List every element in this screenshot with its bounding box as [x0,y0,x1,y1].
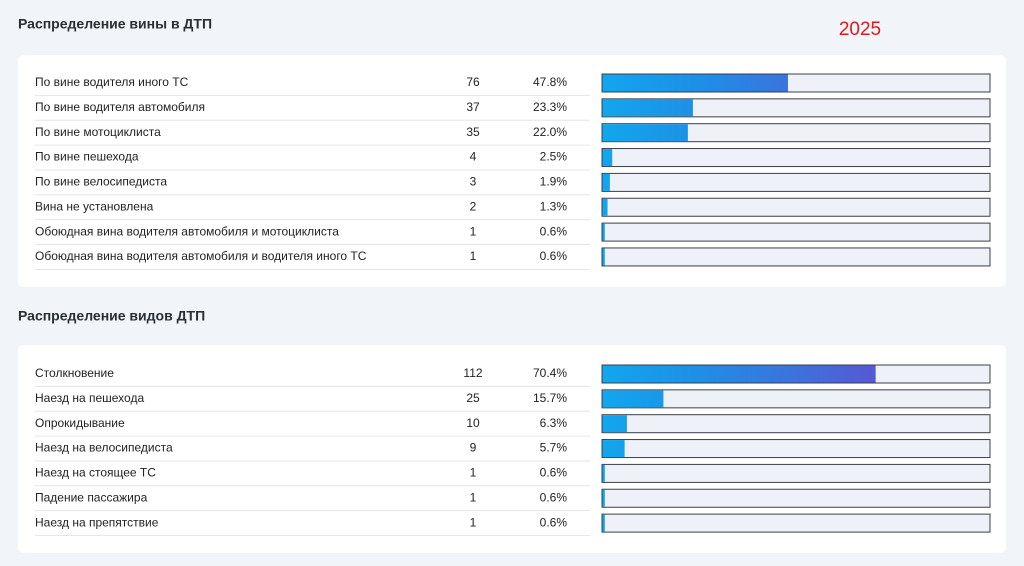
row-count: 1 [470,515,477,529]
row-count: 1 [470,490,477,504]
year-label: 2025 [839,19,881,40]
bar-track [601,98,991,118]
bar-fill [602,173,610,191]
row-count: 112 [463,366,482,380]
section-title: Распределение видов ДТП [18,308,205,324]
row-count: 10 [466,416,480,430]
row-label: По вине велосипедиста [35,175,167,189]
row-percent: 6.3% [540,416,568,430]
row-count: 1 [470,224,477,238]
bar-track [601,513,991,533]
row-percent: 1.3% [540,199,568,213]
row-label: По вине мотоциклиста [35,125,161,139]
row-count: 25 [466,391,480,405]
row-label: Наезд на препятствие [35,515,159,529]
row-percent: 47.8% [533,75,567,89]
row-label: Наезд на велосипедиста [35,441,173,455]
row-count: 76 [466,75,480,89]
row-count: 4 [470,150,477,164]
row-percent: 0.6% [540,490,568,504]
row-percent: 22.0% [533,125,567,139]
row-label: Обоюдная вина водителя автомобиля и мото… [35,224,339,238]
row-label: Падение пассажира [35,490,148,504]
row-percent: 23.3% [533,100,567,114]
bar-fill [602,489,605,507]
row-percent: 2.5% [540,150,568,164]
bar-fill [602,390,664,408]
bar-track [601,488,991,508]
row-label: Опрокидывание [35,416,125,430]
bar-track [601,247,991,267]
bar-fill [602,99,693,117]
row-count: 1 [470,249,477,263]
section-title: Распределение вины в ДТП [18,16,212,32]
row-label: Столкновение [35,366,114,380]
row-percent: 0.6% [540,515,568,529]
bar-fill [602,149,613,167]
bar-fill [602,415,627,433]
row-count: 9 [470,441,477,455]
bar-track [601,123,991,143]
bar-fill [602,440,625,458]
row-label: По вине пешехода [35,150,139,164]
bar-fill [602,124,688,142]
row-count: 35 [466,125,480,139]
row-percent: 1.9% [540,175,568,189]
row-label: Обоюдная вина водителя автомобиля и води… [35,249,367,263]
bar-fill [602,74,788,92]
bar-track [601,389,991,409]
row-percent: 0.6% [540,224,568,238]
bar-fill [602,514,605,532]
row-percent: 0.6% [540,466,568,480]
row-percent: 5.7% [540,441,568,455]
row-count: 3 [470,175,477,189]
bar-fill [602,365,876,383]
row-label: Вина не установлена [35,199,154,213]
bar-track [601,148,991,168]
row-count: 37 [466,100,480,114]
bar-fill [602,464,605,482]
row-label: Наезд на пешехода [35,391,144,405]
row-count: 2 [470,199,477,213]
bar-track [601,222,991,242]
row-percent: 70.4% [533,366,567,380]
bar-fill [602,223,605,241]
row-label: По вине водителя иного ТС [35,75,189,89]
bar-track [601,197,991,217]
row-percent: 15.7% [533,391,567,405]
row-label: Наезд на стоящее ТС [35,466,156,480]
bar-track [601,463,991,483]
row-label: По вине водителя автомобиля [35,100,205,114]
bar-track [601,439,991,459]
row-percent: 0.6% [540,249,568,263]
row-count: 1 [470,466,477,480]
bar-track [601,172,991,192]
bar-fill [602,198,608,216]
bar-track [601,414,991,434]
bar-fill [602,248,605,266]
